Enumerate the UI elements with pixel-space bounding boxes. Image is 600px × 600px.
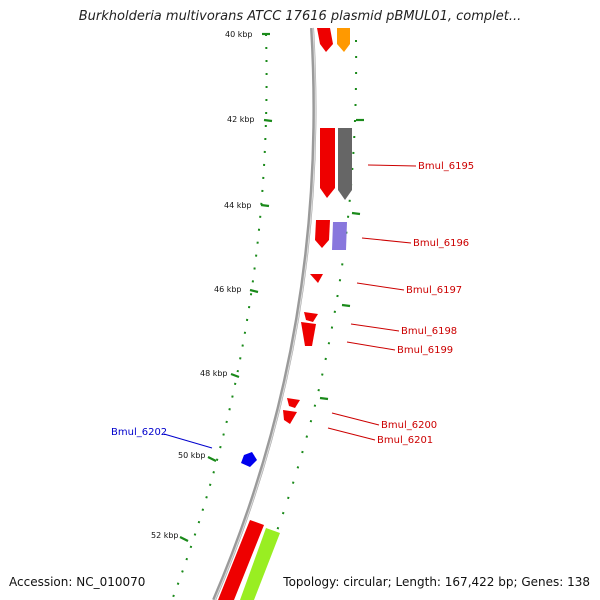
tick-label-52kbp: 52 kbp bbox=[151, 531, 179, 540]
tick-label-50kbp: 50 kbp bbox=[178, 451, 206, 460]
gene-label-bmul-6198[interactable]: Bmul_6198 bbox=[401, 326, 457, 337]
gene-feature-red-top[interactable] bbox=[317, 28, 333, 52]
gene-feature-bmul-6199[interactable] bbox=[301, 322, 316, 346]
gene-label-bmul-6197[interactable]: Bmul_6197 bbox=[406, 285, 462, 296]
scale-ticks bbox=[179, 32, 364, 542]
gene-feature-bmul-6201[interactable] bbox=[283, 410, 297, 424]
accession-text: Accession: NC_010070 bbox=[9, 575, 146, 589]
tick-label-48kbp: 48 kbp bbox=[200, 369, 228, 378]
topology-summary: Topology: circular; Length: 167,422 bp; … bbox=[283, 575, 590, 589]
outer-scale-ring bbox=[249, 39, 358, 600]
gene-feature-bmul-6195[interactable] bbox=[320, 128, 335, 198]
gene-feature-gray[interactable] bbox=[338, 128, 352, 200]
tick-label-40kbp: 40 kbp bbox=[225, 30, 253, 39]
gene-feature-red-bottom[interactable] bbox=[218, 520, 264, 600]
gene-leader-lines bbox=[327, 164, 417, 441]
gene-label-bmul-6199[interactable]: Bmul_6199 bbox=[397, 345, 453, 356]
gene-label-bmul-6202[interactable]: Bmul_6202 bbox=[111, 427, 167, 438]
gene-feature-bmul-6197[interactable] bbox=[310, 274, 323, 283]
gene-feature-purple[interactable] bbox=[332, 222, 347, 250]
gene-label-bmul-6196[interactable]: Bmul_6196 bbox=[413, 238, 469, 249]
gene-feature-bmul-6202[interactable] bbox=[241, 452, 257, 467]
tick-label-46kbp: 46 kbp bbox=[214, 285, 242, 294]
gene-label-bmul-6201[interactable]: Bmul_6201 bbox=[377, 435, 433, 446]
gene-leader-line-bmul-6202 bbox=[163, 433, 213, 449]
gene-feature-green-bottom[interactable] bbox=[240, 528, 280, 600]
gene-feature-bmul-6200[interactable] bbox=[287, 398, 300, 408]
plasmid-backbone bbox=[212, 27, 317, 600]
map-title: Burkholderia multivorans ATCC 17616 plas… bbox=[78, 9, 522, 24]
gene-label-bmul-6200[interactable]: Bmul_6200 bbox=[381, 420, 437, 431]
gene-label-bmul-6195[interactable]: Bmul_6195 bbox=[418, 161, 474, 172]
tick-label-44kbp: 44 kbp bbox=[224, 201, 252, 210]
gene-feature-orange-top[interactable] bbox=[337, 28, 350, 52]
tick-label-42kbp: 42 kbp bbox=[227, 115, 255, 124]
gene-feature-bmul-6196[interactable] bbox=[315, 220, 330, 248]
gene-feature-bmul-6198[interactable] bbox=[304, 312, 318, 322]
